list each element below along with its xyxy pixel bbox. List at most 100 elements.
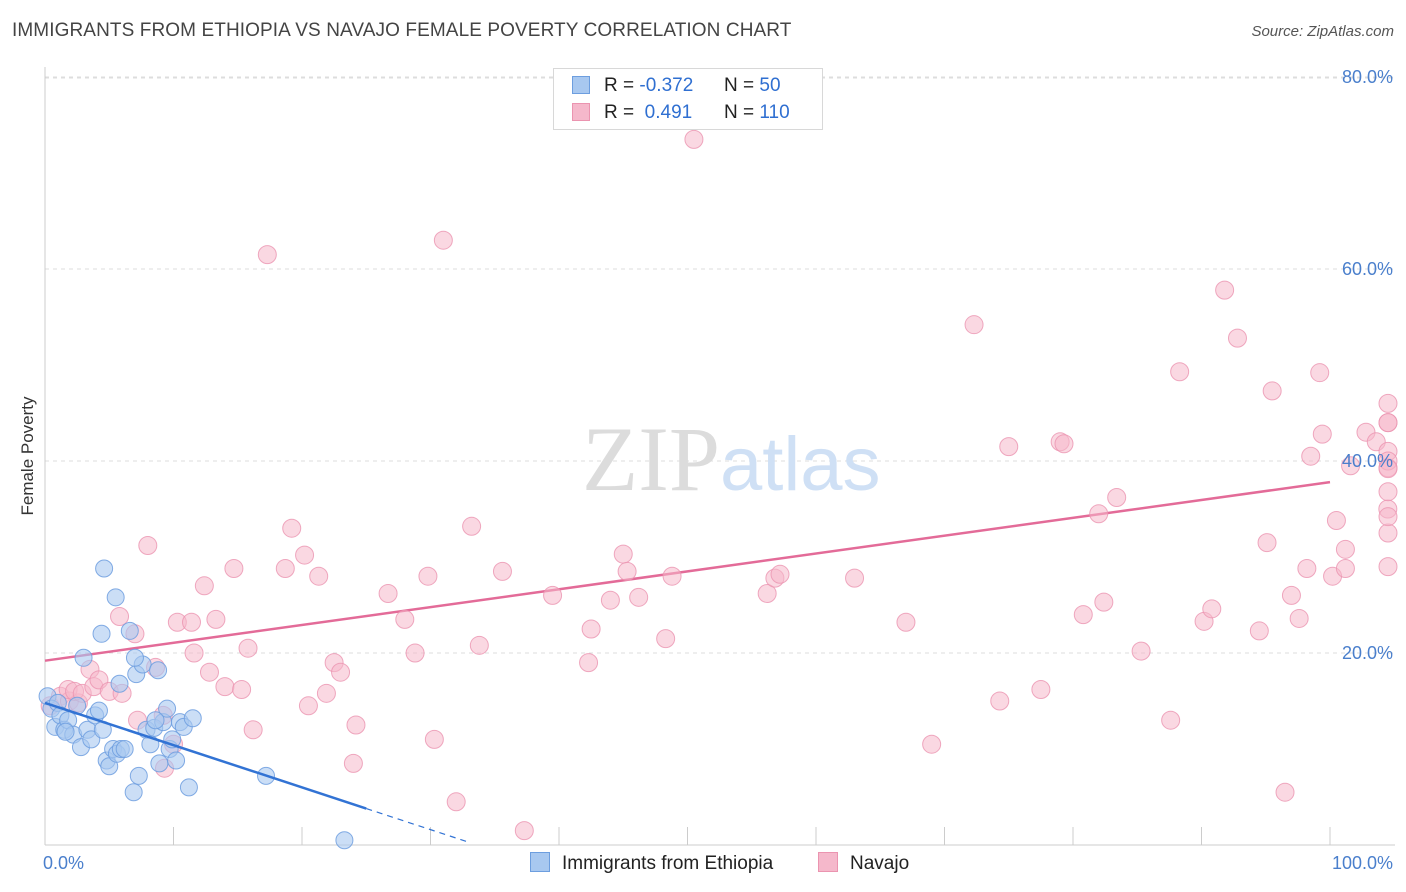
point-navajo [617,561,637,581]
y-tick-label: 40.0% [1342,451,1393,471]
point-navajo [1227,328,1247,348]
legend-label-ethiopia: Immigrants from Ethiopia [562,853,774,874]
point-navajo [224,559,244,579]
point-navajo [295,545,315,565]
legend-swatch-pink [818,852,838,872]
point-navajo [1215,280,1235,300]
point-navajo [316,683,336,703]
point-ethiopia [95,559,114,578]
point-navajo [298,696,318,716]
point-navajo [581,619,601,639]
legend-label-navajo: Navajo [850,853,910,874]
point-navajo [1310,363,1330,383]
point-navajo [990,691,1010,711]
point-navajo [206,609,226,629]
point-navajo [1378,523,1398,543]
point-navajo [1335,559,1355,579]
watermark-zip: ZIP [582,408,720,510]
chart-title: IMMIGRANTS FROM ETHIOPIA VS NAVAJO FEMAL… [12,20,792,41]
point-ethiopia [167,751,186,770]
point-ethiopia [106,588,125,607]
x-tick-labels: 0.0% 100.0% [43,853,1393,873]
point-navajo [1312,424,1332,444]
trend-line-ethiopia-dashed [366,807,470,843]
point-ethiopia [149,661,168,680]
point-navajo [1089,504,1109,524]
point-navajo [1262,381,1282,401]
point-navajo [492,561,512,581]
point-navajo [1257,533,1277,553]
legend-row-ethiopia: R = -0.372 N = 50 [572,75,781,99]
point-navajo [1341,456,1361,476]
point-navajo [138,535,158,555]
point-navajo [684,129,704,149]
r-value-navajo: 0.491 [644,102,693,123]
point-navajo [343,753,363,773]
point-navajo [1378,557,1398,577]
point-navajo [405,643,425,663]
point-navajo [922,734,942,754]
trend-line-ethiopia [44,701,470,843]
r-label: R = [604,75,635,96]
legend-item-ethiopia: Immigrants from Ethiopia [530,852,773,875]
point-navajo [770,564,790,584]
point-navajo [243,720,263,740]
point-navajo [757,583,777,603]
point-navajo [194,576,214,596]
n-value-ethiopia: 50 [759,75,781,96]
point-navajo [845,568,865,588]
y-tick-label: 60.0% [1342,259,1393,279]
point-navajo [1378,413,1398,433]
axes [44,67,1395,846]
y-tick-labels: 20.0% 40.0% 60.0% 80.0% [1342,67,1393,663]
legend-swatch-pink [572,103,590,121]
point-navajo [282,518,302,538]
point-ethiopia [120,621,139,640]
point-navajo [1289,608,1309,628]
point-navajo [964,315,984,335]
point-navajo [1094,592,1114,612]
point-navajo [238,638,258,658]
point-navajo [600,590,620,610]
point-ethiopia [158,699,177,718]
point-ethiopia [110,674,129,693]
point-navajo [418,566,438,586]
point-navajo [896,612,916,632]
point-navajo [275,559,295,579]
point-navajo [331,662,351,682]
point-ethiopia [146,711,165,730]
point-ethiopia [124,783,143,802]
point-navajo [629,587,649,607]
point-navajo [395,609,415,629]
x-tick-label-min: 0.0% [43,853,84,873]
point-ethiopia [82,730,101,749]
point-navajo [1202,599,1222,619]
x-tick-label-max: 100.0% [1332,853,1393,873]
point-navajo [446,792,466,812]
point-navajo [110,607,130,627]
y-tick-label: 20.0% [1342,643,1393,663]
point-navajo [1107,487,1127,507]
point-navajo [613,544,633,564]
point-ethiopia [89,701,108,720]
point-navajo [999,437,1019,457]
watermark-atlas: atlas [720,422,881,507]
legend-row-navajo: R = 0.491 N = 110 [572,102,790,126]
point-navajo [1335,539,1355,559]
point-navajo [1378,393,1398,413]
point-navajo [1249,621,1269,641]
point-ethiopia [56,722,75,741]
n-value-navajo: 110 [759,102,790,123]
point-navajo [1378,507,1398,527]
point-ethiopia [335,831,354,850]
correlation-legend: R = -0.372 N = 50 R = 0.491 N = 110 [553,68,823,130]
point-navajo [378,583,398,603]
point-ethiopia [183,709,202,728]
point-navajo [424,729,444,749]
data-points [38,129,1398,850]
point-navajo [1131,641,1151,661]
point-navajo [257,245,277,265]
n-label: N = [724,102,755,123]
point-navajo [181,612,201,632]
